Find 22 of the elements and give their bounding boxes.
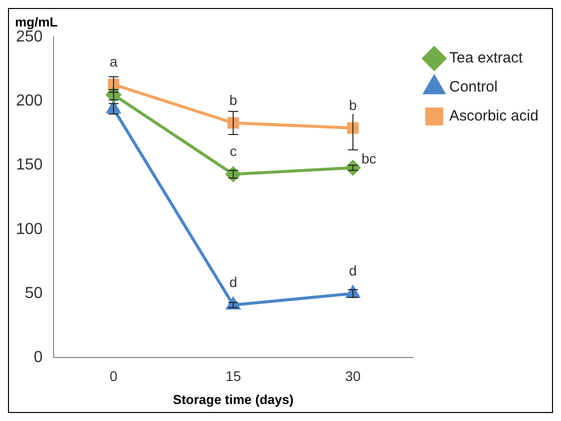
x-tick-label: 30	[345, 368, 361, 384]
y-tick-label: 0	[34, 349, 43, 366]
y-tick-label: 50	[24, 284, 43, 302]
annotation: bc	[362, 150, 376, 167]
annotation: c	[230, 143, 237, 160]
annotation: a	[110, 53, 118, 70]
annotation: d	[349, 262, 357, 278]
x-tick-label: 15	[225, 368, 242, 384]
point	[226, 166, 241, 182]
legend-label: Control	[449, 78, 498, 96]
annotation: b	[229, 92, 238, 108]
x-tick-label: 0	[110, 368, 118, 384]
legend-label: Ascorbic acid	[449, 108, 538, 125]
y-tick-label: 200	[16, 92, 43, 110]
y-axis-title: mg/mL	[15, 14, 58, 30]
legend-label: Tea extract	[449, 50, 524, 67]
y-tick-label: 100	[16, 220, 43, 238]
annotation: d	[229, 274, 238, 290]
x-axis-title: Storage time (days)	[172, 392, 294, 407]
y-tick-label: 250	[16, 28, 43, 46]
y-tick-label: 150	[16, 156, 43, 174]
annotation: b	[349, 96, 358, 113]
